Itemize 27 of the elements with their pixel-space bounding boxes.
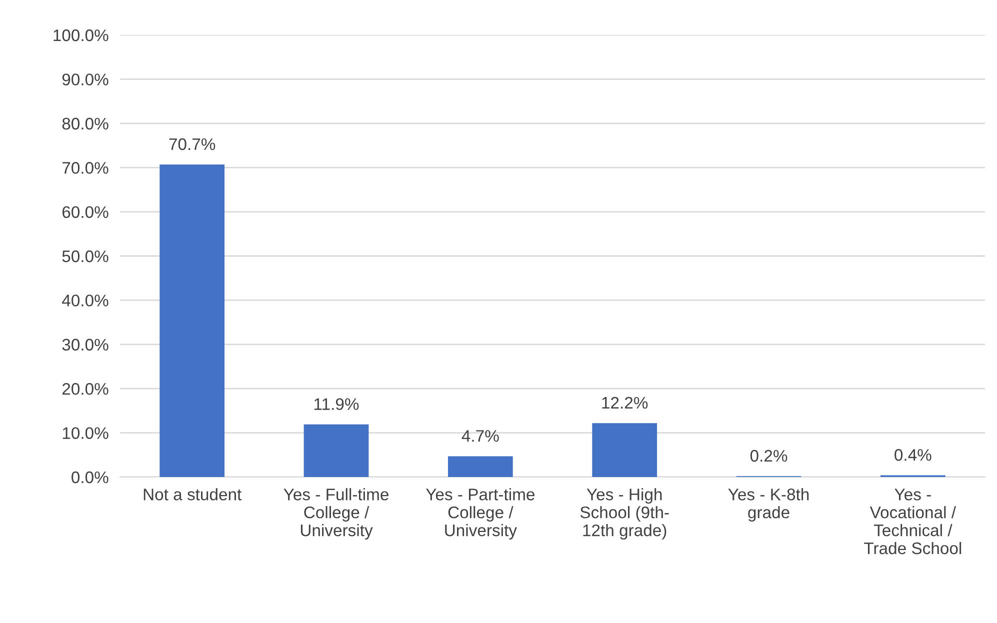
bar [160, 164, 225, 477]
y-tick-label: 50.0% [62, 250, 108, 262]
x-tick-label: Yes - K-8th grade [728, 488, 809, 522]
y-tick-label: 30.0% [62, 338, 108, 351]
data-label: 0.2% [750, 450, 788, 462]
data-label: 0.4% [894, 449, 932, 461]
data-label: 4.7% [462, 430, 499, 442]
x-tick-label: Not a student [144, 488, 242, 500]
y-tick-label: 70.0% [62, 162, 108, 174]
bar [592, 423, 658, 477]
y-tick-label: 0.0% [72, 471, 108, 484]
y-tick-label: 100.0% [54, 29, 108, 42]
y-tick-label: 10.0% [62, 427, 108, 440]
bar [448, 456, 513, 477]
x-tick-label: Yes - High School (9th- 12th grade) [580, 488, 669, 540]
data-label: 12.2% [602, 396, 648, 409]
data-label: 70.7% [169, 138, 216, 150]
data-label: 11.9% [314, 398, 359, 410]
y-tick-label: 20.0% [62, 383, 108, 395]
x-tick-label: Yes - Vocational / Technical / Trade School [864, 488, 962, 554]
y-tick-label: 60.0% [62, 206, 108, 218]
bar [304, 424, 369, 477]
x-tick-label: Yes - Full-time College / University [284, 488, 388, 540]
y-tick-label: 80.0% [62, 118, 108, 130]
x-tick-label: Yes - Part-time College / University [426, 488, 534, 540]
y-tick-label: 40.0% [62, 294, 108, 306]
y-tick-label: 90.0% [62, 74, 108, 86]
